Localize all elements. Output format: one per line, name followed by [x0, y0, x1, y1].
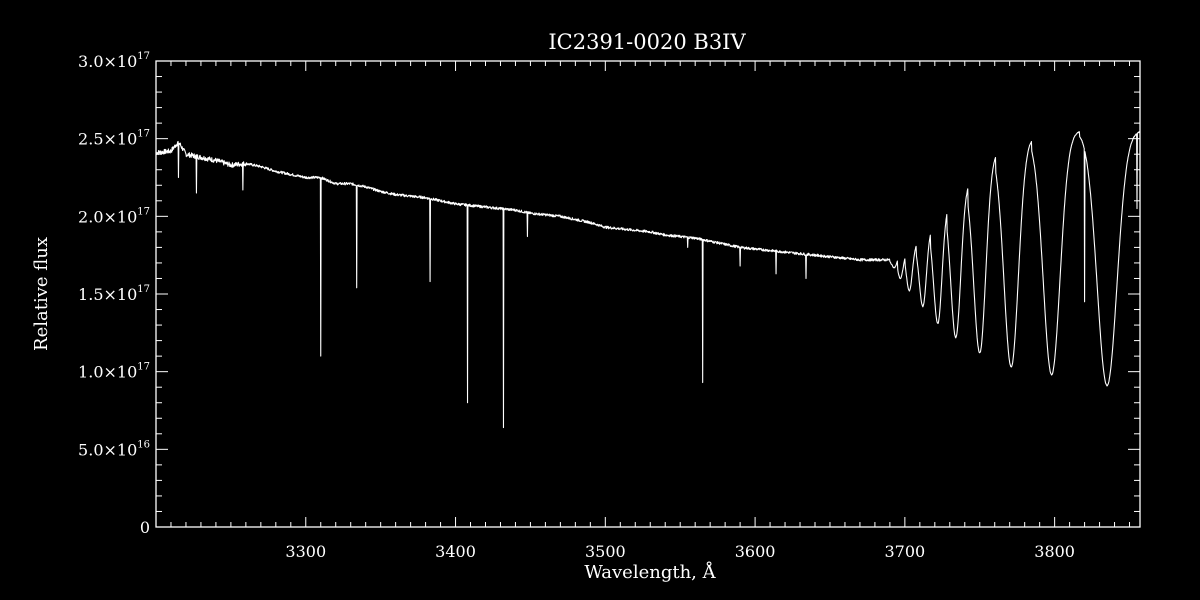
y-tick-label: 0	[140, 518, 150, 537]
y-axis: 0 5.0×1016 1.0×1017 1.5×1017 2.0×1017 2.5×101…	[78, 51, 1140, 537]
y-tick-label: 2.5×1017	[78, 129, 150, 149]
y-tick-label: 3.0×1017	[78, 51, 150, 71]
x-tick-label: 3600	[735, 542, 776, 561]
x-tick-label: 3300	[285, 542, 326, 561]
plot-frame	[155, 60, 1141, 528]
spectrum-line	[155, 131, 1141, 429]
x-tick-label: 3700	[884, 542, 925, 561]
plot-area	[155, 131, 1141, 429]
x-tick-label: 3400	[435, 542, 476, 561]
x-axis-label: Wavelength, Å	[584, 561, 716, 583]
y-tick-label: 1.5×1017	[78, 284, 150, 304]
chart-title: IC2391-0020 B3IV	[548, 30, 746, 54]
x-tick-label: 3800	[1034, 542, 1075, 561]
x-axis: 3300 3400 3500 3600 3700 3800	[155, 61, 1131, 561]
y-tick-label: 2.0×1017	[78, 206, 150, 226]
y-tick-label: 5.0×1016	[78, 439, 150, 459]
y-tick-label: 1.0×1017	[78, 362, 150, 382]
x-tick-label: 3500	[585, 542, 626, 561]
y-axis-label: Relative flux	[31, 237, 52, 351]
